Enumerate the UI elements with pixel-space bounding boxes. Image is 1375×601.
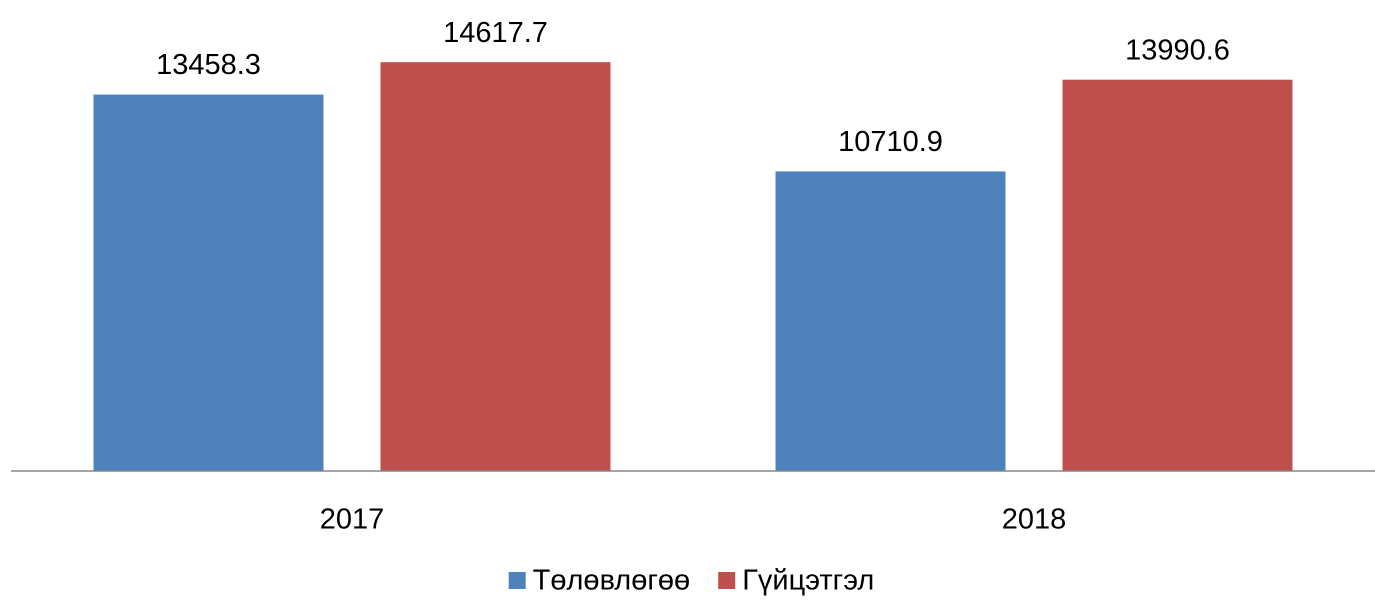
legend-swatch	[508, 572, 526, 589]
legend-swatch	[718, 572, 736, 589]
legend-label: Төлөвлөгөө	[533, 565, 691, 597]
x-tick-label: 2018	[1002, 504, 1067, 536]
bar	[93, 94, 324, 472]
legend-label: Гүйцэтгэл	[742, 565, 874, 597]
data-label: 10710.9	[838, 126, 943, 158]
bar	[380, 62, 611, 472]
x-tick-label: 2017	[320, 504, 385, 536]
data-label: 13458.3	[156, 49, 261, 81]
bar	[1062, 79, 1293, 471]
data-label: 13990.6	[1125, 34, 1230, 66]
bar	[775, 171, 1006, 472]
data-label: 14617.7	[443, 17, 548, 49]
